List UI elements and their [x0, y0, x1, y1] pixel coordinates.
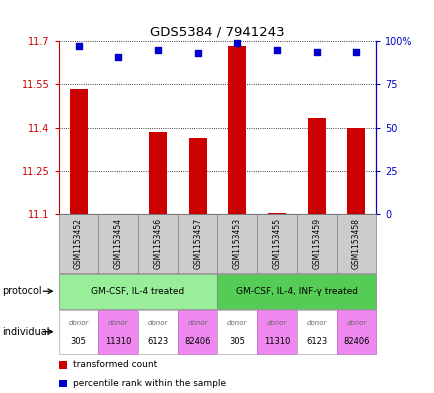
Text: GSM1153458: GSM1153458: [351, 218, 360, 269]
Text: GSM1153453: GSM1153453: [232, 218, 241, 269]
Text: GSM1153454: GSM1153454: [114, 218, 122, 269]
Text: donor: donor: [306, 320, 326, 326]
Point: [312, 48, 319, 55]
Text: 11310: 11310: [105, 337, 131, 346]
Text: donor: donor: [68, 320, 89, 326]
Bar: [228, 46, 246, 214]
Bar: [307, 118, 325, 214]
Text: GSM1153459: GSM1153459: [312, 218, 320, 269]
Title: GDS5384 / 7941243: GDS5384 / 7941243: [150, 26, 284, 39]
Text: GSM1153456: GSM1153456: [153, 218, 162, 269]
Text: 305: 305: [229, 337, 245, 346]
Text: individual: individual: [2, 327, 49, 337]
Text: donor: donor: [266, 320, 286, 326]
Text: 11310: 11310: [263, 337, 289, 346]
Point: [273, 47, 280, 53]
Text: transformed count: transformed count: [72, 360, 157, 369]
Text: GSM1153457: GSM1153457: [193, 218, 202, 269]
Bar: [347, 128, 365, 214]
Point: [115, 54, 122, 60]
Text: 305: 305: [70, 337, 86, 346]
Point: [233, 40, 240, 46]
Text: 6123: 6123: [306, 337, 327, 346]
Text: percentile rank within the sample: percentile rank within the sample: [72, 379, 225, 388]
Text: donor: donor: [108, 320, 128, 326]
Text: GM-CSF, IL-4 treated: GM-CSF, IL-4 treated: [91, 287, 184, 296]
Point: [154, 47, 161, 53]
Text: 6123: 6123: [147, 337, 168, 346]
Text: protocol: protocol: [2, 286, 42, 296]
Text: donor: donor: [345, 320, 366, 326]
Text: donor: donor: [148, 320, 168, 326]
Bar: [149, 132, 167, 214]
Bar: [267, 213, 285, 214]
Text: 82406: 82406: [342, 337, 369, 346]
Text: GM-CSF, IL-4, INF-γ treated: GM-CSF, IL-4, INF-γ treated: [235, 287, 357, 296]
Text: GSM1153452: GSM1153452: [74, 218, 83, 269]
Bar: [69, 89, 87, 214]
Text: GSM1153455: GSM1153455: [272, 218, 281, 269]
Point: [352, 48, 359, 55]
Text: donor: donor: [187, 320, 207, 326]
Text: donor: donor: [227, 320, 247, 326]
Point: [194, 50, 201, 57]
Bar: [188, 138, 206, 214]
Text: 82406: 82406: [184, 337, 210, 346]
Point: [75, 43, 82, 50]
